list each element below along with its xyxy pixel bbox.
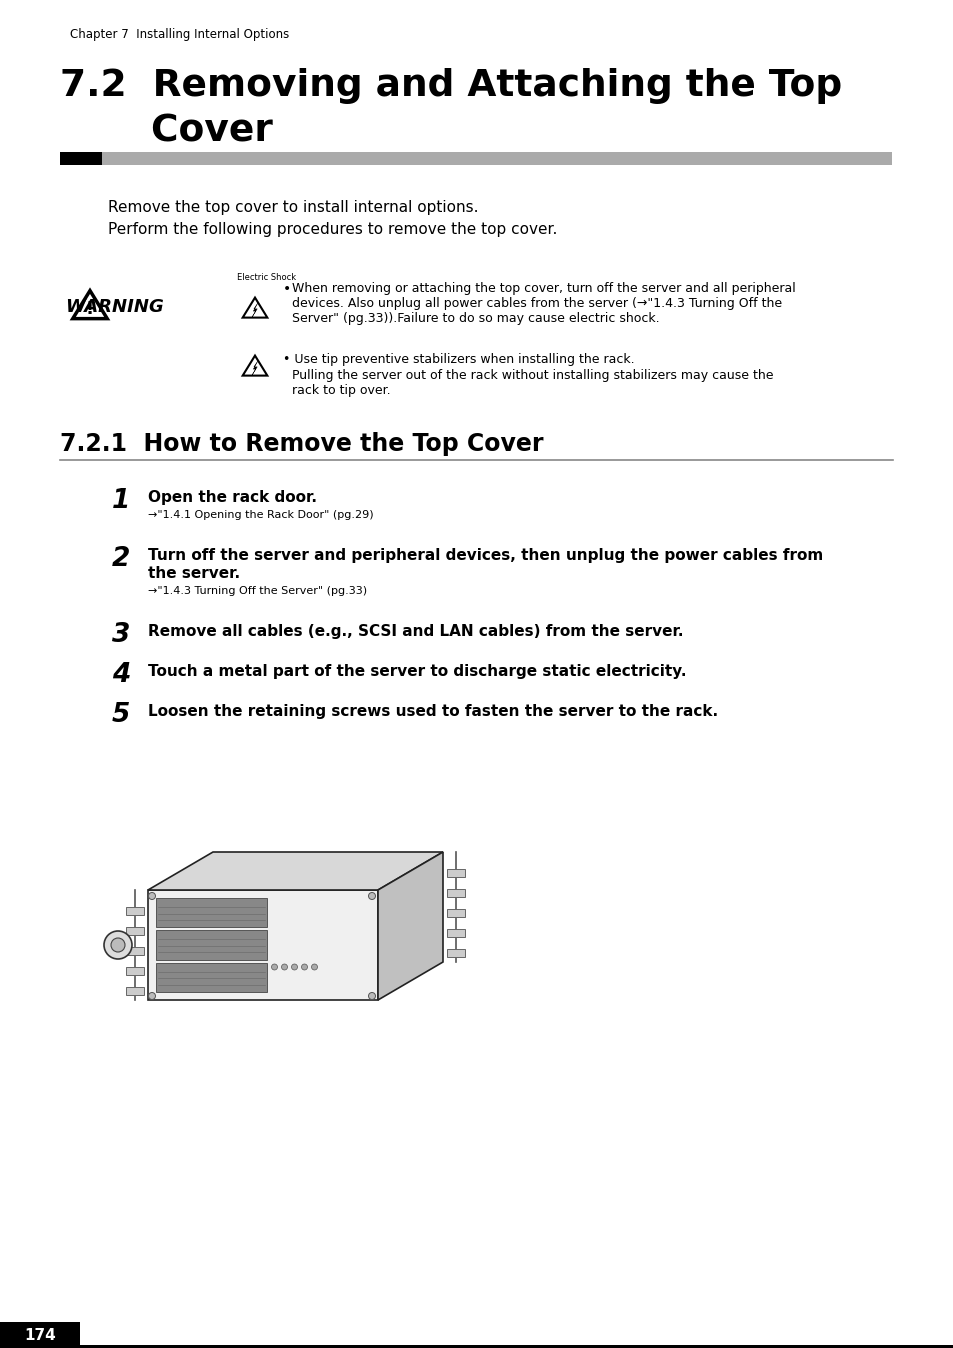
Bar [0,1322,80,1348]
Text: • Use tip preventive stabilizers when installing the rack.: • Use tip preventive stabilizers when in… [283,353,634,367]
Text: Touch a metal part of the server to discharge static electricity.: Touch a metal part of the server to disc… [148,665,686,679]
FancyBboxPatch shape [148,890,377,1000]
Bar [447,869,464,878]
Text: 3: 3 [112,621,131,648]
Text: •: • [283,282,291,297]
Text: Server" (pg.33)).Failure to do so may cause electric shock.: Server" (pg.33)).Failure to do so may ca… [292,311,659,325]
Circle shape [104,931,132,958]
Text: When removing or attaching the top cover, turn off the server and all peripheral: When removing or attaching the top cover… [292,282,795,295]
Polygon shape [252,360,258,376]
Bar [447,909,464,917]
Circle shape [111,938,125,952]
Circle shape [312,964,317,971]
Text: →"1.4.3 Turning Off the Server" (pg.33): →"1.4.3 Turning Off the Server" (pg.33) [148,586,367,596]
Circle shape [272,964,277,971]
Text: WARNING: WARNING [65,298,164,315]
Circle shape [368,892,375,899]
Text: Cover: Cover [60,113,273,150]
Bar [447,929,464,937]
Text: Chapter 7  Installing Internal Options: Chapter 7 Installing Internal Options [70,28,289,40]
Bar [447,888,464,896]
Bar [126,948,144,954]
Bar [447,949,464,957]
Bar [126,987,144,995]
Text: 174: 174 [24,1328,56,1343]
Text: the server.: the server. [148,566,240,581]
Bar [0,1345,953,1348]
Text: Turn off the server and peripheral devices, then unplug the power cables from: Turn off the server and peripheral devic… [148,549,822,563]
Text: devices. Also unplug all power cables from the server (→"1.4.3 Turning Off the: devices. Also unplug all power cables fr… [292,297,781,310]
Text: Loosen the retaining screws used to fasten the server to the rack.: Loosen the retaining screws used to fast… [148,704,718,718]
Text: →"1.4.1 Opening the Rack Door" (pg.29): →"1.4.1 Opening the Rack Door" (pg.29) [148,510,374,520]
Circle shape [292,964,297,971]
Text: 2: 2 [112,546,131,572]
Circle shape [281,964,287,971]
Text: 7.2.1  How to Remove the Top Cover: 7.2.1 How to Remove the Top Cover [60,431,543,456]
Text: Remove the top cover to install internal options.: Remove the top cover to install internal… [108,200,478,214]
Polygon shape [377,852,442,1000]
Text: 4: 4 [112,662,131,687]
Text: Pulling the server out of the rack without installing stabilizers may cause the: Pulling the server out of the rack witho… [292,369,773,381]
Text: Remove all cables (e.g., SCSI and LAN cables) from the server.: Remove all cables (e.g., SCSI and LAN ca… [148,624,682,639]
Bar [126,907,144,915]
Bar [156,962,267,992]
Text: 5: 5 [112,702,131,728]
Bar [156,930,267,960]
Polygon shape [148,852,442,890]
Circle shape [149,992,155,999]
Circle shape [149,892,155,899]
Bar [102,152,891,164]
Bar [156,898,267,927]
Circle shape [368,992,375,999]
Text: !: ! [86,301,94,318]
Text: 1: 1 [112,488,131,514]
Text: Perform the following procedures to remove the top cover.: Perform the following procedures to remo… [108,222,557,237]
Polygon shape [252,302,258,318]
Text: Electric Shock: Electric Shock [236,274,295,282]
Bar [126,927,144,936]
Circle shape [301,964,307,971]
Text: 7.2  Removing and Attaching the Top: 7.2 Removing and Attaching the Top [60,67,841,104]
Text: Open the rack door.: Open the rack door. [148,491,316,506]
Text: rack to tip over.: rack to tip over. [292,384,390,398]
Bar [126,967,144,975]
Bar [60,152,102,164]
